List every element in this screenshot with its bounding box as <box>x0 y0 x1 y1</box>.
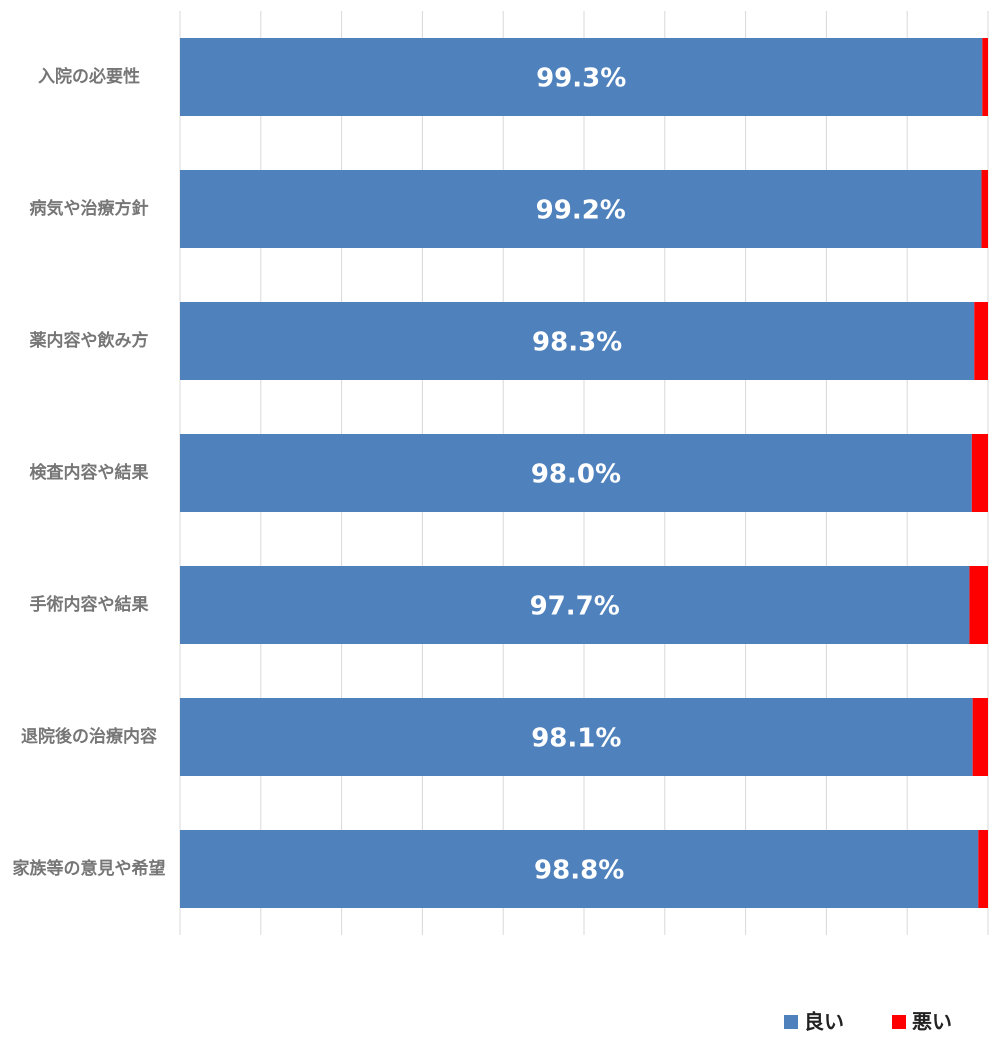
legend-label: 悪い <box>912 1010 952 1034</box>
category-label: 入院の必要性 <box>38 67 140 87</box>
bar-segment <box>180 302 975 380</box>
bar-segment <box>969 566 988 644</box>
value-label: 99.2% <box>536 196 626 226</box>
category-label: 家族等の意見や希望 <box>12 859 166 879</box>
bar-segment <box>981 170 988 248</box>
bar-segment <box>978 830 988 908</box>
category-label: 手術内容や結果 <box>29 595 149 615</box>
bar-segment <box>180 566 970 644</box>
legend-swatch <box>892 1015 906 1029</box>
value-label: 98.0% <box>531 460 621 490</box>
category-label: 薬内容や飲み方 <box>29 331 149 351</box>
category-label: 退院後の治療内容 <box>21 727 157 747</box>
bar-segment <box>180 830 979 908</box>
bar-segment <box>972 698 988 776</box>
value-label: 98.1% <box>531 724 621 754</box>
value-label: 98.8% <box>534 856 624 886</box>
bar-segment <box>180 170 982 248</box>
bar-segment <box>180 698 973 776</box>
category-label: 病気や治療方針 <box>29 199 149 219</box>
bar-segment <box>982 38 988 116</box>
value-label: 99.3% <box>536 64 626 94</box>
bar-segment <box>971 434 988 512</box>
value-label: 97.7% <box>530 592 620 622</box>
category-label: 検査内容や結果 <box>29 463 149 483</box>
legend-swatch <box>784 1015 798 1029</box>
bar-segment <box>180 38 983 116</box>
value-label: 98.3% <box>532 328 622 358</box>
bar-segment <box>180 434 972 512</box>
bar-segment <box>974 302 988 380</box>
legend-label: 良い <box>804 1010 844 1034</box>
